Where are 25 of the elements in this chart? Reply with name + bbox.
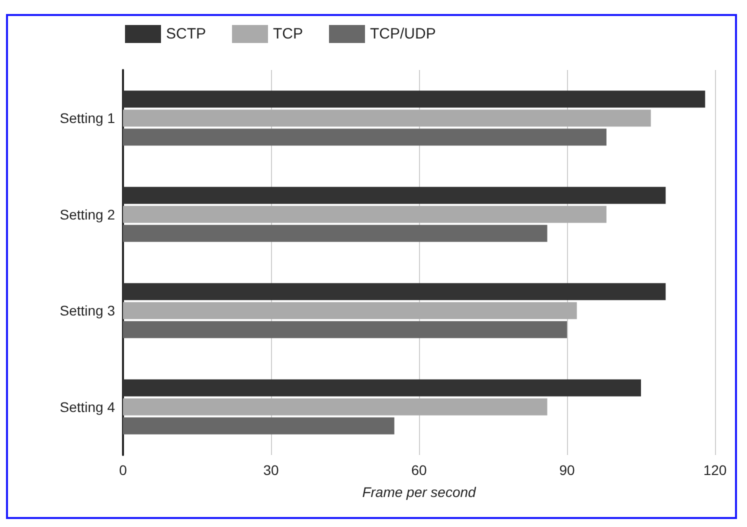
x-tick-label: 0 bbox=[119, 462, 128, 478]
legend-label: SCTP bbox=[166, 26, 206, 42]
y-tick-label: Setting 1 bbox=[60, 110, 116, 126]
bar bbox=[123, 379, 641, 396]
legend-label: TCP bbox=[273, 26, 304, 42]
y-tick-label: Setting 3 bbox=[60, 302, 116, 319]
x-tick-label: 60 bbox=[411, 462, 427, 478]
x-axis-title: Frame per second bbox=[362, 484, 478, 500]
bar bbox=[123, 128, 606, 146]
x-tick-label: 90 bbox=[559, 462, 575, 478]
bar bbox=[123, 283, 666, 300]
bar bbox=[123, 224, 548, 242]
legend-label: TCP/UDP bbox=[370, 26, 436, 42]
bar bbox=[123, 417, 394, 434]
x-tick-label: 120 bbox=[703, 462, 727, 478]
bar bbox=[123, 186, 666, 204]
y-tick-label: Setting 2 bbox=[60, 206, 116, 222]
bar bbox=[123, 398, 548, 416]
x-tick-label: 30 bbox=[263, 462, 279, 478]
bar bbox=[123, 302, 577, 320]
bar bbox=[123, 110, 651, 127]
bar bbox=[123, 321, 567, 338]
y-tick-label: Setting 4 bbox=[60, 398, 116, 415]
bar bbox=[123, 206, 606, 223]
bar bbox=[123, 90, 706, 108]
